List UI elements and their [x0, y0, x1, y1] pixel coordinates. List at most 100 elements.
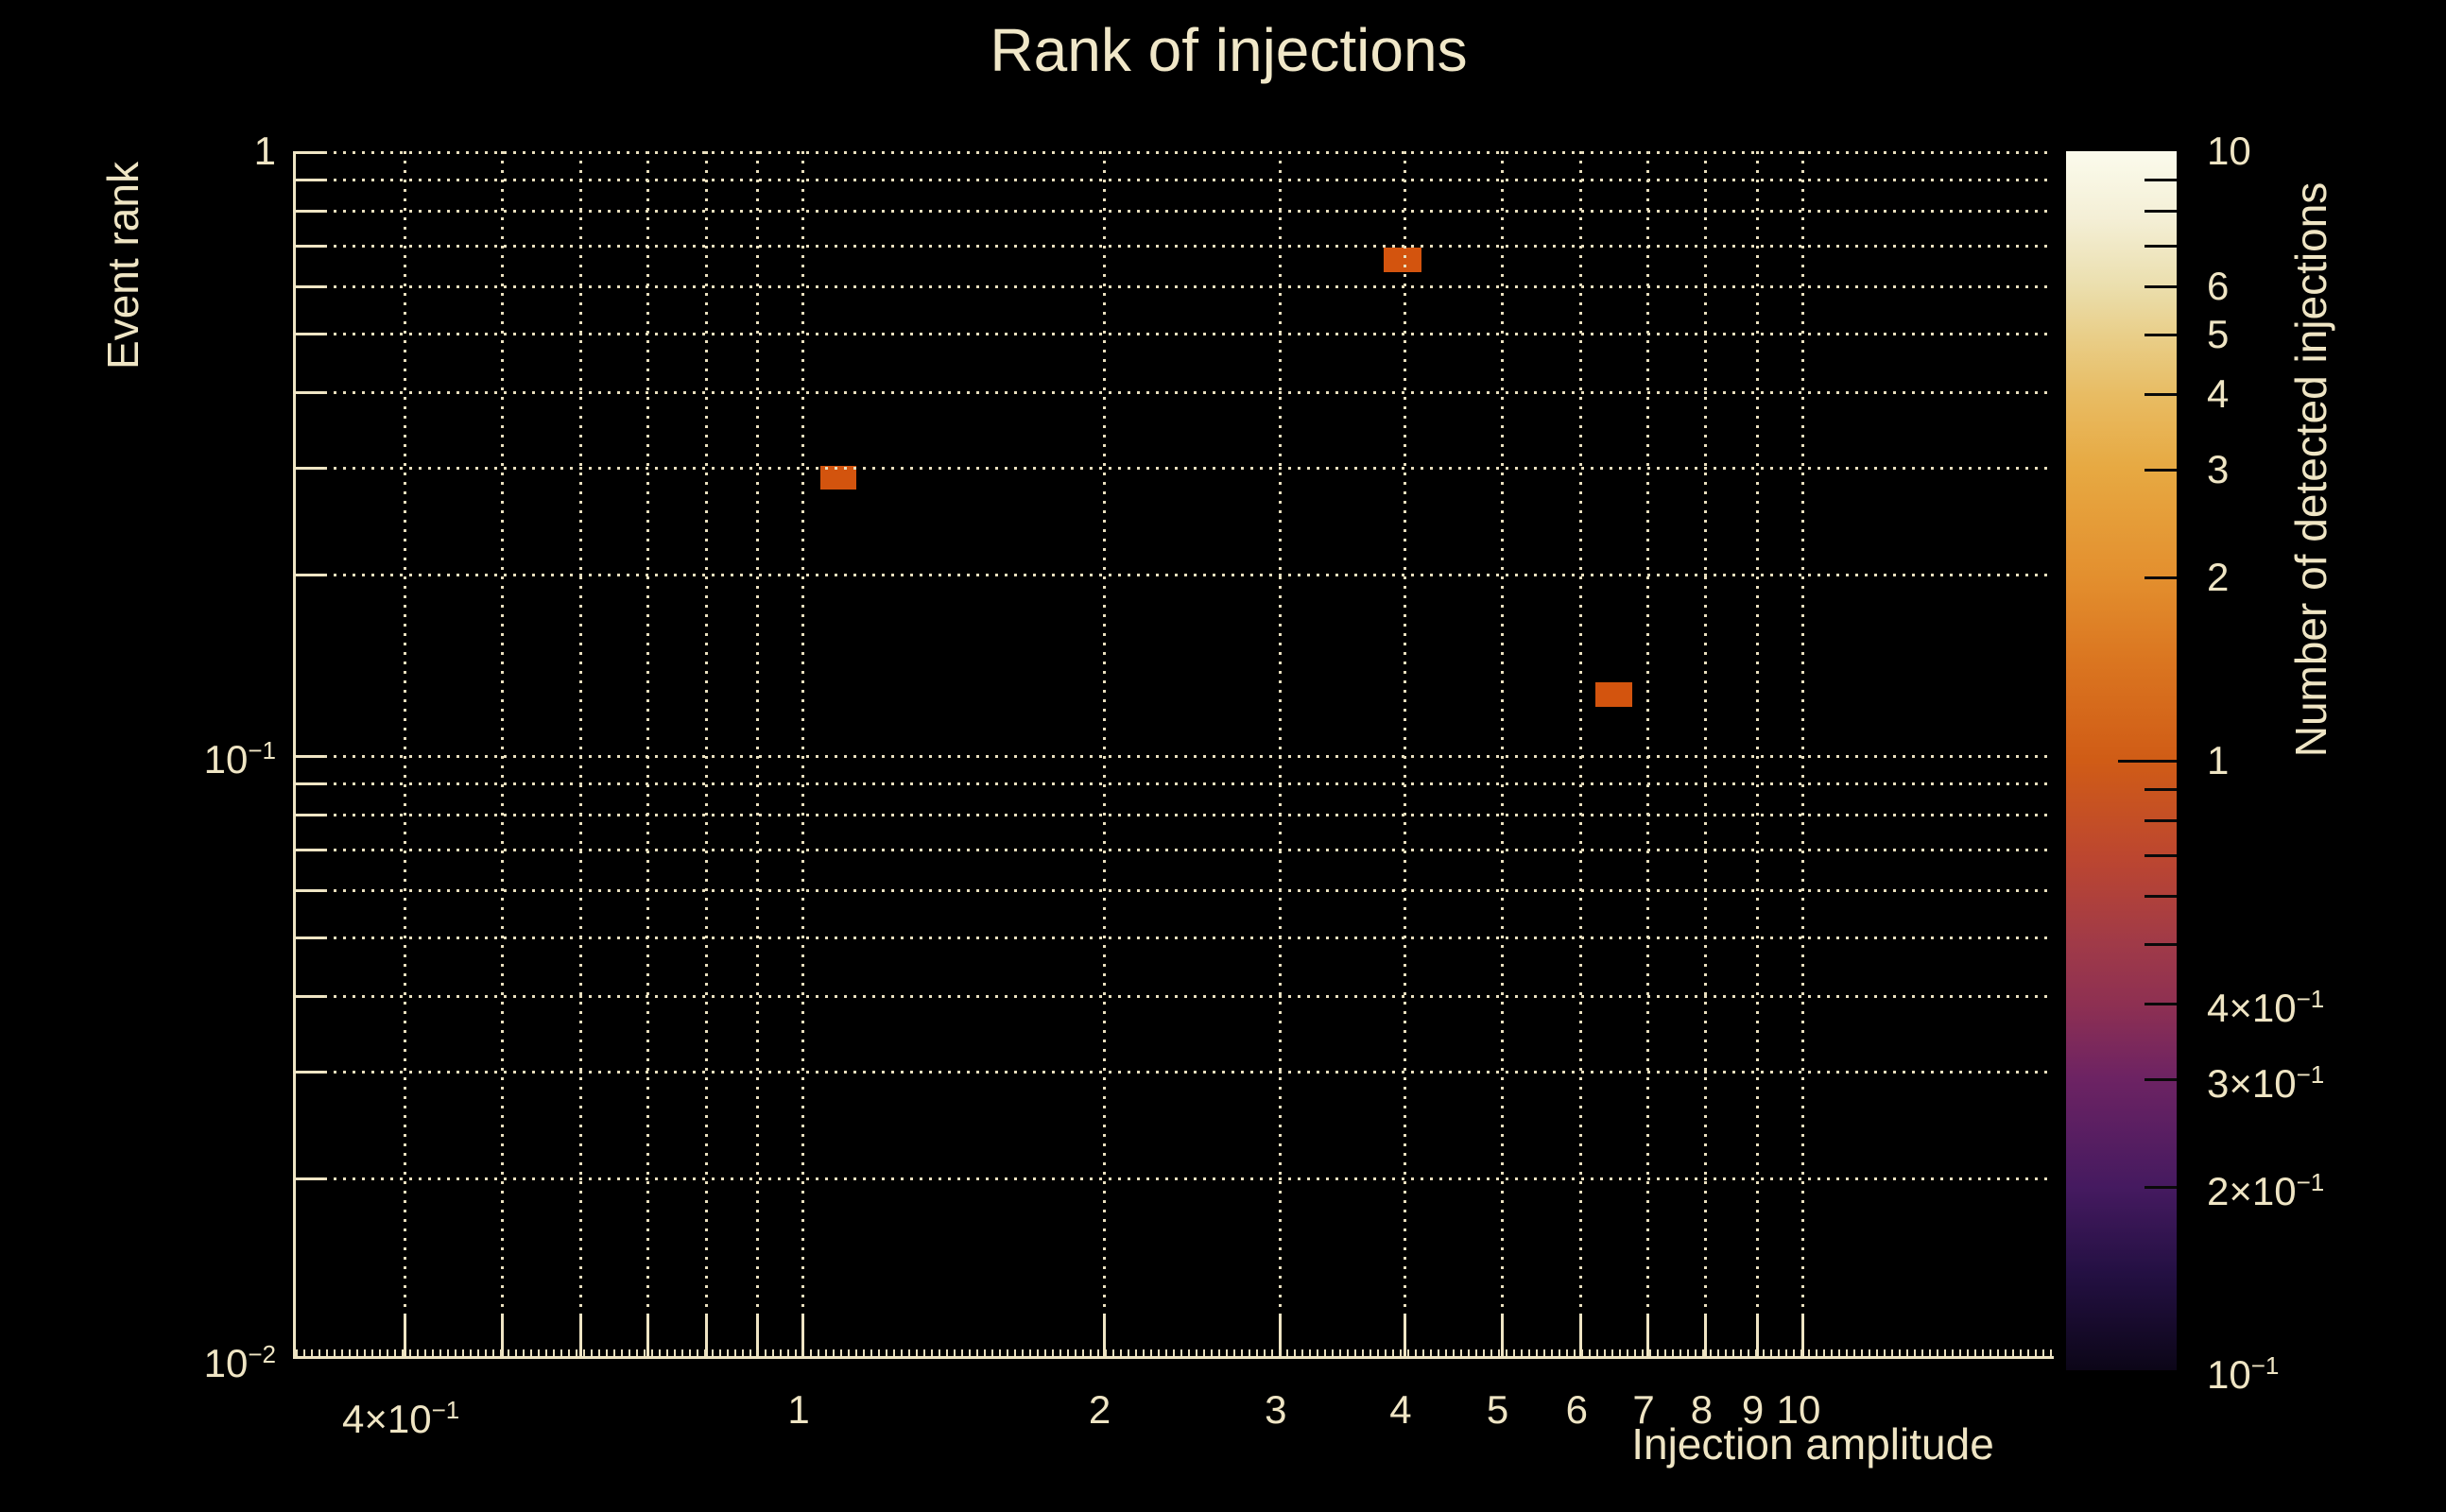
y-tick-0.7	[296, 244, 324, 248]
colorbar-title: Number of detected injections	[2286, 181, 2335, 758]
colorbar-tick-0.9	[2145, 787, 2177, 791]
colorbar-label-4: 4	[2207, 370, 2230, 416]
y-tick-0.05	[296, 936, 324, 940]
gridline-x-9	[1755, 151, 1759, 1356]
gridline-x-2	[1102, 151, 1106, 1356]
x-tick-label-8: 8	[1690, 1387, 1714, 1432]
gridline-x-6	[1579, 151, 1583, 1356]
gridline-y-0.1	[296, 755, 2054, 758]
gridline-x-3	[1278, 151, 1282, 1356]
y-tick-0.03	[296, 1071, 324, 1074]
x-tick-label-4: 4	[1389, 1387, 1412, 1432]
y-tick-0.08	[296, 813, 324, 816]
gridline-y-0.09	[296, 782, 2054, 786]
colorbar-tick-6	[2145, 285, 2177, 289]
gridline-y-0.8	[296, 209, 2054, 213]
gridline-x-0.5	[500, 151, 504, 1356]
y-tick-0.07	[296, 848, 324, 851]
colorbar-tick-0.2	[2145, 1185, 2177, 1189]
x-tick-label-2: 2	[1088, 1387, 1111, 1432]
gridline-y-0.4	[296, 391, 2054, 395]
colorbar-tick-0.3	[2145, 1078, 2177, 1082]
x-tick-label-1: 1	[787, 1387, 810, 1432]
x-tick-6	[1579, 1314, 1583, 1356]
gridline-y-0.6	[296, 284, 2054, 288]
gridline-y-0.04	[296, 995, 2054, 999]
gridline-x-10	[1800, 151, 1804, 1356]
y-tick-0.4	[296, 391, 324, 395]
colorbar-tick-0.7	[2145, 853, 2177, 857]
y-tick-0.6	[296, 284, 324, 288]
x-tick-0.8	[704, 1314, 708, 1356]
colorbar-tick-0.4	[2145, 1002, 2177, 1005]
colorbar-tick-0.6	[2145, 895, 2177, 899]
gridline-y-0.06	[296, 888, 2054, 892]
x-tick-0.7	[646, 1314, 650, 1356]
colorbar-label-6: 6	[2207, 264, 2230, 309]
heatmap-cell	[1383, 248, 1422, 273]
gridline-y-0.3	[296, 467, 2054, 471]
gridline-x-0.8	[704, 151, 708, 1356]
heatmap-cell	[1594, 681, 1632, 708]
gridline-y-0.02	[296, 1177, 2054, 1180]
chart-title: Rank of injections	[990, 16, 1468, 84]
colorbar-label-0.2: 2×10−1	[2207, 1167, 2325, 1213]
colorbar-tick-8	[2145, 209, 2177, 213]
x-tick-10	[1800, 1314, 1804, 1356]
gridline-y-0.9	[296, 179, 2054, 182]
x-axis-title: Injection amplitude	[1631, 1419, 1994, 1469]
gridline-x-8	[1704, 151, 1708, 1356]
y-tick-label-1: 1	[253, 129, 276, 173]
plot-area	[293, 151, 2054, 1359]
x-tick-0.4	[404, 1314, 407, 1356]
x-tick-label-10: 10	[1776, 1387, 1821, 1432]
gridline-y-0.7	[296, 244, 2054, 248]
colorbar-label-0.4: 4×10−1	[2207, 984, 2325, 1030]
x-tick-3	[1278, 1314, 1282, 1356]
colorbar-major-tick-1	[2118, 760, 2177, 763]
x-tick-label-6: 6	[1565, 1387, 1588, 1432]
y-tick-0.9	[296, 179, 324, 182]
y-tick-0.02	[296, 1177, 324, 1180]
gridline-x-1	[801, 151, 805, 1356]
gridline-y-1	[296, 151, 2054, 154]
x-tick-label-0.4: 4×10−1	[341, 1396, 460, 1441]
gridline-y-0.08	[296, 813, 2054, 816]
y-tick-0.1	[296, 755, 324, 758]
y-tick-label-0.1: 10−1	[203, 736, 276, 782]
colorbar-label-1: 1	[2207, 738, 2230, 782]
gridline-y-0.05	[296, 936, 2054, 940]
y-axis-title: Event rank	[98, 162, 147, 369]
gridline-x-7	[1646, 151, 1650, 1356]
colorbar-tick-9	[2145, 178, 2177, 181]
y-tick-0.3	[296, 467, 324, 471]
y-tick-label-0.01: 10−2	[203, 1340, 276, 1385]
gridline-x-0.7	[646, 151, 650, 1356]
x-tick-2	[1102, 1314, 1106, 1356]
gridline-x-5	[1500, 151, 1504, 1356]
x-tick-5	[1500, 1314, 1504, 1356]
x-tick-9	[1755, 1314, 1759, 1356]
colorbar-label-2: 2	[2207, 554, 2230, 599]
colorbar-tick-0.8	[2145, 818, 2177, 822]
y-tick-0.04	[296, 995, 324, 999]
colorbar-tick-7	[2145, 244, 2177, 248]
y-tick-0.2	[296, 573, 324, 576]
x-tick-4	[1403, 1314, 1406, 1356]
heatmap-cells-layer	[296, 151, 2054, 1356]
colorbar-label-0.1: 10−1	[2207, 1351, 2280, 1397]
x-tick-0.6	[579, 1314, 583, 1356]
y-tick-0.5	[296, 333, 324, 336]
heatmap-cell	[820, 466, 856, 490]
gridline-x-4	[1403, 151, 1406, 1356]
gridline-x-0.9	[755, 151, 759, 1356]
x-axis-minor-ticks	[296, 1349, 2054, 1356]
x-tick-7	[1646, 1314, 1650, 1356]
colorbar-tick-2	[2145, 576, 2177, 579]
colorbar-tick-5	[2145, 334, 2177, 337]
x-tick-8	[1704, 1314, 1708, 1356]
gridline-y-0.2	[296, 573, 2054, 576]
colorbar-label-0.3: 3×10−1	[2207, 1060, 2325, 1107]
colorbar-tick-3	[2145, 469, 2177, 472]
